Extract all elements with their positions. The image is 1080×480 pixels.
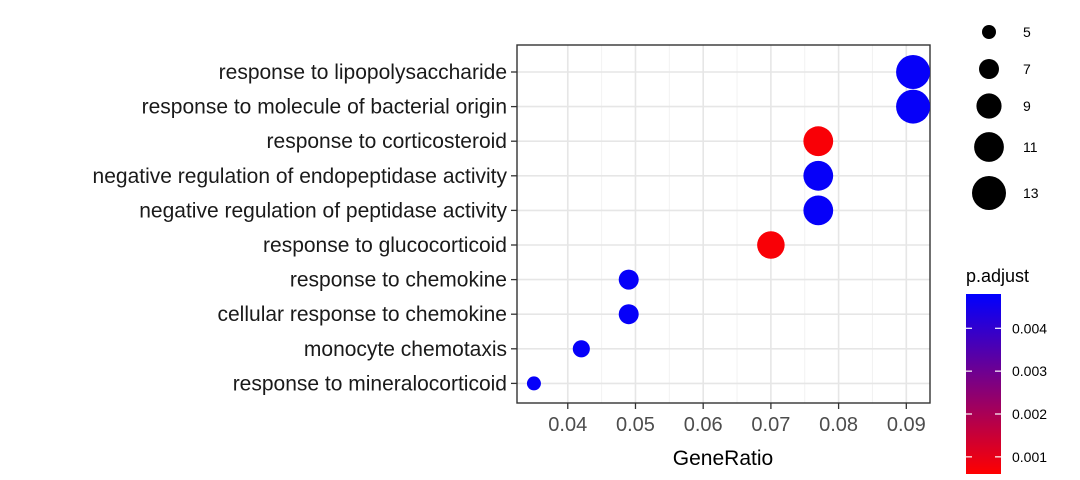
y-tick-label: negative regulation of peptidase activit… xyxy=(139,199,507,222)
color-bar xyxy=(966,294,1001,474)
color-legend: p.adjust 0.001 0.002 0.003 0.004 xyxy=(966,266,1047,474)
color-legend-label: 0.004 xyxy=(1012,320,1047,336)
x-tick-label: 0.07 xyxy=(751,414,790,436)
size-legend-key xyxy=(974,132,1004,162)
data-point xyxy=(757,231,785,259)
x-tick-label: 0.06 xyxy=(684,414,723,436)
x-tick-label: 0.04 xyxy=(548,414,587,436)
y-axis: response to lipopolysaccharide response t… xyxy=(93,61,517,395)
size-legend-label: 7 xyxy=(1023,61,1031,77)
x-tick-label: 0.05 xyxy=(616,414,655,436)
data-point xyxy=(618,304,639,325)
size-legend-key xyxy=(972,176,1006,210)
data-point xyxy=(618,269,639,290)
y-tick-label: response to glucocorticoid xyxy=(263,234,507,257)
size-legend-key xyxy=(979,59,999,79)
data-point xyxy=(803,195,834,226)
y-tick-label: cellular response to chemokine xyxy=(218,303,508,326)
x-axis: 0.04 0.05 0.06 0.07 0.08 0.09 xyxy=(548,403,926,436)
size-legend-key xyxy=(982,25,996,39)
y-tick-label: response to lipopolysaccharide xyxy=(219,61,507,84)
color-legend-label: 0.002 xyxy=(1012,406,1047,422)
data-point xyxy=(572,340,590,358)
color-legend-label: 0.001 xyxy=(1012,449,1047,465)
x-tick-label: 0.09 xyxy=(887,414,926,436)
x-axis-title: GeneRatio xyxy=(673,447,773,470)
y-tick-label: negative regulation of endopeptidase act… xyxy=(93,165,508,188)
size-legend: 5 7 9 11 13 xyxy=(972,24,1039,210)
size-legend-label: 11 xyxy=(1023,139,1038,155)
y-tick-label: response to mineralocorticoid xyxy=(233,372,507,395)
data-point xyxy=(803,160,834,191)
plot-border xyxy=(516,44,931,404)
x-tick-label: 0.08 xyxy=(819,414,858,436)
color-legend-ticks: 0.001 0.002 0.003 0.004 xyxy=(966,320,1047,465)
color-legend-title: p.adjust xyxy=(966,266,1029,286)
points-layer xyxy=(526,55,931,391)
y-tick-label: response to corticosteroid xyxy=(267,130,507,153)
color-legend-label: 0.003 xyxy=(1012,363,1047,379)
data-point xyxy=(526,376,541,391)
y-tick-label: response to chemokine xyxy=(290,269,507,292)
data-point xyxy=(896,55,931,89)
size-legend-label: 9 xyxy=(1023,98,1031,114)
data-point xyxy=(896,89,931,124)
size-legend-label: 5 xyxy=(1023,24,1031,40)
grid-layer xyxy=(517,45,930,403)
y-tick-label: response to molecule of bacterial origin xyxy=(142,96,507,119)
y-tick-label: monocyte chemotaxis xyxy=(304,338,507,361)
size-legend-key xyxy=(976,93,1002,119)
size-legend-label: 13 xyxy=(1023,185,1039,201)
data-point xyxy=(803,126,834,157)
